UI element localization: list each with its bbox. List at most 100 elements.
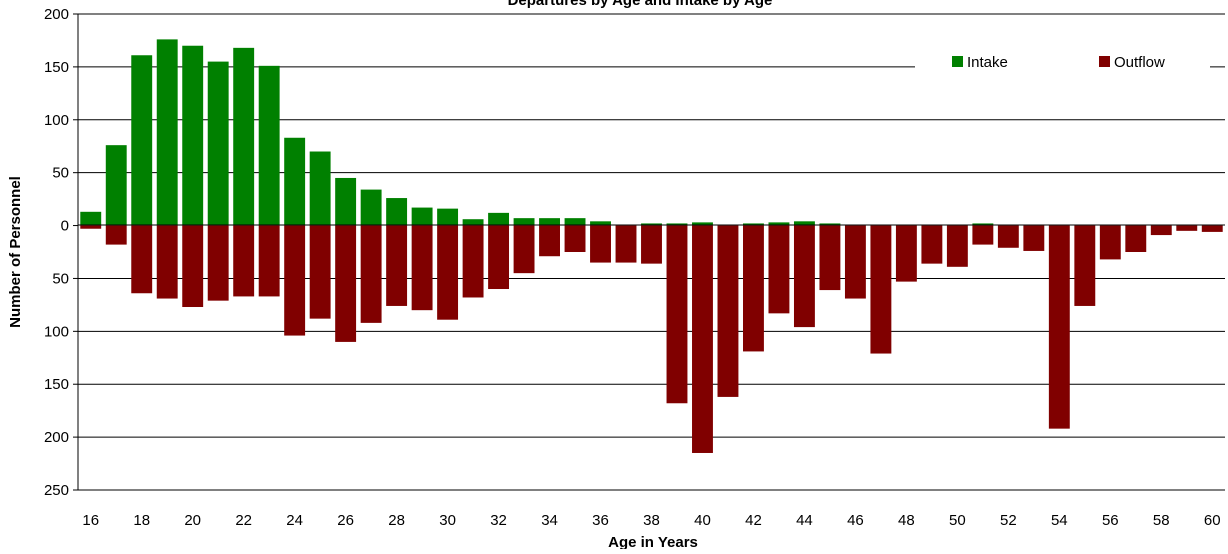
x-tick-label: 34 [541,512,558,529]
x-tick-label: 38 [643,512,660,529]
y-tick-label: 50 [52,270,69,287]
bar-outflow [1023,225,1045,251]
y-tick-label: 150 [44,59,69,76]
x-tick-label: 32 [490,512,507,529]
bar-intake [819,223,841,226]
bar-outflow [870,225,892,354]
bar-outflow [258,225,280,297]
x-tick-label: 26 [337,512,354,529]
bar-outflow [513,225,535,274]
bar-outflow [590,225,611,263]
bar-intake [411,207,433,226]
bar-outflow [80,225,102,229]
bar-outflow [284,225,306,336]
bar-intake [207,61,229,226]
x-tick-label: 58 [1153,512,1170,529]
x-axis-title: Age in Years [608,534,698,549]
x-tick-label: 52 [1000,512,1017,529]
bar-intake [437,208,459,226]
y-tick-label: 200 [44,429,69,446]
bar-outflow [615,225,637,263]
bar-outflow [1048,225,1070,429]
bar-intake [488,212,510,226]
bar-intake [793,221,815,226]
bar-outflow [641,225,662,264]
bar-intake [462,219,484,226]
x-axis-ticks: 16 18 20 22 24 26 28 30 32 34 36 38 40 42 44 46 48 50 52 54… [82,512,1220,529]
bar-intake [156,39,178,226]
bar-outflow [921,225,943,264]
legend-swatch-outflow [1099,56,1110,67]
y-axis-title: Number of Personnel [7,176,24,328]
bar-outflow [488,225,510,290]
bar-intake [284,137,306,226]
legend-label-intake: Intake [967,54,1008,71]
bar-outflow [360,225,382,323]
bar-outflow [692,225,713,453]
x-tick-label: 54 [1051,512,1068,529]
x-tick-label: 16 [82,512,99,529]
x-tick-label: 20 [184,512,201,529]
y-tick-label: 150 [44,376,69,393]
bar-intake [972,223,994,226]
bars [80,39,1223,453]
bar-outflow [411,225,433,311]
bar-intake [564,218,586,226]
x-tick-label: 44 [796,512,813,529]
bar-outflow [462,225,484,298]
bar-outflow [1074,225,1096,306]
bar-outflow [743,225,764,352]
x-tick-label: 24 [286,512,303,529]
bar-intake [80,211,102,226]
x-tick-label: 36 [592,512,609,529]
bar-intake [641,223,662,226]
x-tick-label: 46 [847,512,864,529]
bar-outflow [233,225,255,297]
bar-outflow [1125,225,1147,252]
bar-outflow [182,225,204,308]
x-tick-label: 40 [694,512,711,529]
bar-outflow [972,225,994,245]
bar-intake [309,151,331,226]
y-tick-label: 250 [44,482,69,499]
bar-outflow [131,225,153,294]
y-axis-ticks: 200 150 100 50 0 50 100 150 200 250 [44,6,78,499]
x-tick-label: 22 [235,512,252,529]
bar-outflow [386,225,408,306]
bar-outflow [335,225,357,342]
x-tick-label: 60 [1204,512,1221,529]
bar-outflow [437,225,459,320]
bar-intake [386,198,408,226]
bar-outflow [717,225,739,397]
legend-background [915,45,1210,79]
bar-outflow [666,225,688,404]
bar-outflow [793,225,815,328]
x-tick-label: 50 [949,512,966,529]
bar-intake [258,65,280,226]
bar-intake [666,223,688,226]
bar-outflow [207,225,229,301]
bar-intake [233,47,255,226]
bar-intake [360,189,382,226]
bar-outflow [156,225,178,299]
y-tick-label: 50 [52,165,69,182]
bar-outflow [768,225,790,314]
bar-intake [539,218,560,226]
x-tick-label: 30 [439,512,456,529]
legend: Intake Outflow [915,45,1210,79]
bar-outflow [895,225,917,282]
y-tick-label: 100 [44,112,69,129]
bar-intake [692,222,713,226]
bar-outflow [844,225,866,299]
chart-title: Departures by Age and Intake by Age [508,0,773,9]
bar-outflow [1176,225,1198,231]
bar-outflow [1099,225,1121,260]
bar-intake [105,145,127,226]
bar-intake [182,45,204,226]
bar-intake [335,177,357,226]
bar-outflow [564,225,586,252]
bar-intake [590,221,611,226]
bar-outflow [946,225,968,267]
